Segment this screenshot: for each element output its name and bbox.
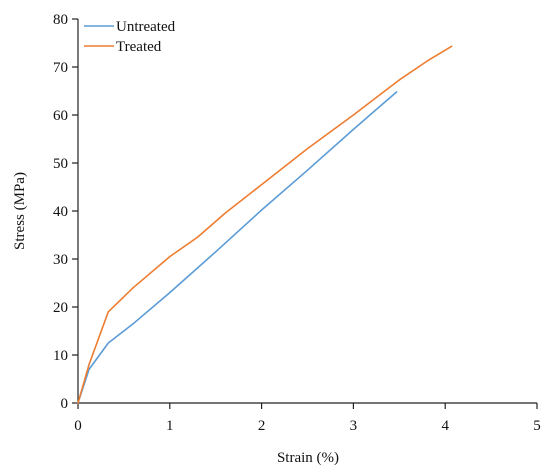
axes — [77, 19, 537, 404]
legend-label-untreated: Untreated — [116, 19, 176, 35]
y-tick-label: 60 — [53, 108, 68, 124]
x-tick-label: 3 — [350, 418, 358, 434]
x-tick-label: 1 — [166, 418, 174, 434]
y-tick-label: 80 — [53, 12, 68, 28]
series-line-untreated — [77, 91, 398, 404]
y-tick-label: 0 — [61, 396, 69, 412]
y-axis-title: Stress (MPa) — [12, 172, 28, 250]
x-tick-label: 5 — [533, 418, 541, 434]
y-tick-label: 50 — [53, 156, 68, 172]
legend-label-treated: Treated — [116, 39, 162, 55]
x-ticks: 0 1 2 3 4 5 — [74, 403, 541, 434]
y-tick-label: 10 — [53, 348, 68, 364]
x-tick-label: 4 — [441, 418, 449, 434]
x-axis-title: Strain (%) — [277, 450, 339, 466]
x-tick-label: 0 — [74, 418, 82, 434]
y-tick-label: 40 — [53, 204, 68, 220]
x-tick-label: 2 — [258, 418, 266, 434]
y-ticks: 0 10 20 30 40 50 60 70 80 — [53, 12, 78, 412]
series-group — [77, 45, 453, 404]
y-tick-label: 70 — [53, 60, 68, 76]
series-line-treated — [77, 45, 453, 404]
legend: Untreated Treated — [84, 19, 176, 55]
y-tick-label: 30 — [53, 252, 68, 268]
y-tick-label: 20 — [53, 300, 68, 316]
